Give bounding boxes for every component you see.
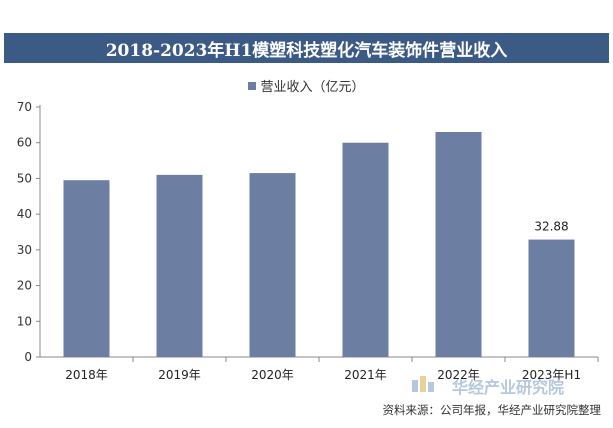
y-tick-label: 50	[17, 171, 32, 185]
y-tick-label: 20	[17, 279, 32, 293]
bar	[63, 180, 110, 357]
legend-label: 营业收入（亿元）	[260, 80, 365, 95]
bar	[435, 132, 482, 357]
y-tick-label: 70	[17, 100, 32, 114]
x-tick-label: 2021年	[344, 368, 387, 382]
x-tick-label: 2019年	[158, 368, 201, 382]
y-tick-label: 60	[17, 136, 32, 150]
bar	[342, 142, 389, 357]
y-tick-label: 10	[17, 314, 32, 328]
x-tick-label: 2023年H1	[522, 368, 581, 382]
bar	[528, 239, 575, 357]
legend: 营业收入（亿元）	[0, 76, 613, 95]
bar	[156, 174, 203, 357]
data-label: 32.88	[534, 220, 568, 234]
x-tick-label: 2020年	[251, 368, 294, 382]
bar	[249, 173, 296, 357]
x-tick-label: 2022年	[437, 368, 480, 382]
x-tick-label: 2018年	[65, 368, 108, 382]
legend-swatch	[248, 81, 257, 90]
chart-title: 2018-2023年H1模塑科技塑化汽车装饰件营业收入	[4, 33, 609, 63]
y-tick-label: 40	[17, 207, 32, 221]
brand-watermark: 华经产业研究院	[452, 378, 565, 397]
source-note: 资料来源：公司年报，华经产业研究院整理	[382, 403, 602, 417]
brand-logo-icon	[412, 376, 434, 392]
y-tick-label: 30	[17, 243, 32, 257]
y-tick-label: 0	[24, 350, 32, 364]
